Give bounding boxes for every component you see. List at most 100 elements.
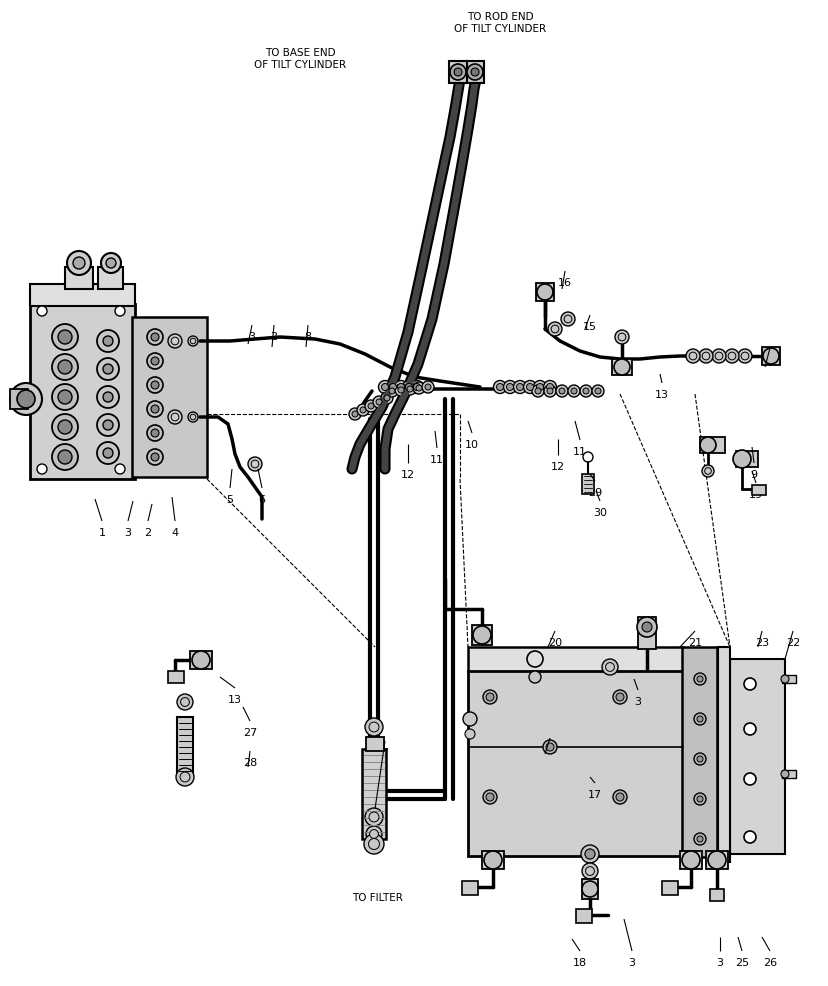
Circle shape bbox=[496, 385, 503, 391]
Circle shape bbox=[405, 385, 412, 391]
Circle shape bbox=[581, 863, 597, 880]
Text: 16: 16 bbox=[557, 278, 571, 288]
Circle shape bbox=[413, 385, 420, 391]
Text: 9: 9 bbox=[749, 469, 757, 479]
Circle shape bbox=[58, 451, 72, 464]
Circle shape bbox=[581, 881, 597, 897]
Bar bbox=[168, 671, 184, 683]
Bar bbox=[465, 62, 484, 84]
Circle shape bbox=[368, 403, 373, 409]
Circle shape bbox=[551, 325, 558, 333]
Bar bbox=[449, 62, 466, 84]
Circle shape bbox=[688, 353, 696, 361]
Circle shape bbox=[381, 385, 388, 391]
Bar bbox=[751, 485, 765, 496]
Circle shape bbox=[483, 790, 497, 805]
Circle shape bbox=[696, 796, 702, 803]
Bar bbox=[581, 474, 594, 495]
Text: 10: 10 bbox=[465, 440, 479, 450]
Bar bbox=[761, 348, 779, 366]
Text: 3: 3 bbox=[715, 957, 723, 967]
Text: 12: 12 bbox=[401, 469, 415, 479]
Bar bbox=[468, 671, 682, 856]
Circle shape bbox=[567, 386, 580, 397]
Circle shape bbox=[103, 336, 113, 347]
Circle shape bbox=[151, 333, 159, 342]
Circle shape bbox=[612, 690, 626, 704]
Text: 26: 26 bbox=[762, 957, 776, 967]
Circle shape bbox=[147, 401, 163, 418]
Circle shape bbox=[181, 698, 189, 707]
Circle shape bbox=[466, 65, 483, 81]
Circle shape bbox=[151, 405, 159, 413]
Circle shape bbox=[386, 382, 399, 394]
Bar bbox=[468, 648, 682, 672]
Circle shape bbox=[693, 833, 705, 845]
Circle shape bbox=[556, 386, 567, 397]
Circle shape bbox=[381, 392, 392, 404]
Bar bbox=[705, 851, 727, 869]
Text: TO BASE END
OF TILT CYLINDER: TO BASE END OF TILT CYLINDER bbox=[253, 48, 345, 70]
Circle shape bbox=[410, 382, 423, 394]
Circle shape bbox=[485, 693, 493, 701]
Circle shape bbox=[180, 772, 190, 782]
Circle shape bbox=[378, 382, 391, 394]
Circle shape bbox=[696, 676, 702, 682]
Circle shape bbox=[743, 724, 755, 736]
Circle shape bbox=[397, 387, 403, 393]
Circle shape bbox=[582, 453, 592, 462]
Circle shape bbox=[176, 768, 194, 786]
Circle shape bbox=[37, 307, 47, 317]
Circle shape bbox=[357, 404, 368, 416]
Circle shape bbox=[533, 382, 546, 394]
Circle shape bbox=[151, 454, 159, 461]
Bar bbox=[681, 648, 716, 857]
Circle shape bbox=[454, 69, 461, 77]
Circle shape bbox=[704, 468, 710, 475]
Text: 6: 6 bbox=[258, 495, 265, 505]
Circle shape bbox=[115, 307, 125, 317]
Text: 2: 2 bbox=[144, 528, 152, 537]
Bar bbox=[709, 889, 723, 901]
Text: 13: 13 bbox=[228, 694, 242, 704]
Bar bbox=[581, 880, 597, 899]
Circle shape bbox=[580, 386, 591, 397]
Text: 4: 4 bbox=[171, 528, 178, 537]
Text: 14: 14 bbox=[762, 355, 776, 365]
Circle shape bbox=[407, 387, 412, 392]
Circle shape bbox=[402, 382, 415, 394]
Bar bbox=[735, 452, 757, 467]
Circle shape bbox=[17, 390, 35, 408]
Circle shape bbox=[696, 756, 702, 762]
Bar bbox=[362, 749, 386, 839]
Circle shape bbox=[693, 753, 705, 765]
Circle shape bbox=[151, 430, 159, 438]
Circle shape bbox=[711, 350, 725, 364]
Bar bbox=[365, 738, 383, 751]
Circle shape bbox=[701, 353, 709, 361]
Circle shape bbox=[364, 809, 383, 826]
Circle shape bbox=[52, 385, 78, 410]
Circle shape bbox=[52, 355, 78, 381]
Circle shape bbox=[724, 350, 738, 364]
Circle shape bbox=[389, 385, 396, 391]
Circle shape bbox=[618, 334, 625, 341]
Circle shape bbox=[532, 386, 543, 397]
Circle shape bbox=[190, 339, 195, 344]
Circle shape bbox=[699, 438, 715, 454]
Text: 7: 7 bbox=[381, 747, 388, 757]
Circle shape bbox=[58, 421, 72, 435]
Circle shape bbox=[349, 408, 360, 421]
Text: 8: 8 bbox=[304, 331, 311, 342]
Circle shape bbox=[394, 385, 407, 396]
Bar bbox=[471, 625, 491, 646]
Circle shape bbox=[693, 793, 705, 806]
Circle shape bbox=[388, 388, 394, 394]
Circle shape bbox=[605, 663, 614, 671]
Circle shape bbox=[352, 411, 358, 418]
Circle shape bbox=[614, 330, 628, 345]
Circle shape bbox=[97, 330, 119, 353]
Bar bbox=[190, 652, 212, 669]
Circle shape bbox=[416, 386, 421, 391]
Circle shape bbox=[151, 382, 159, 389]
